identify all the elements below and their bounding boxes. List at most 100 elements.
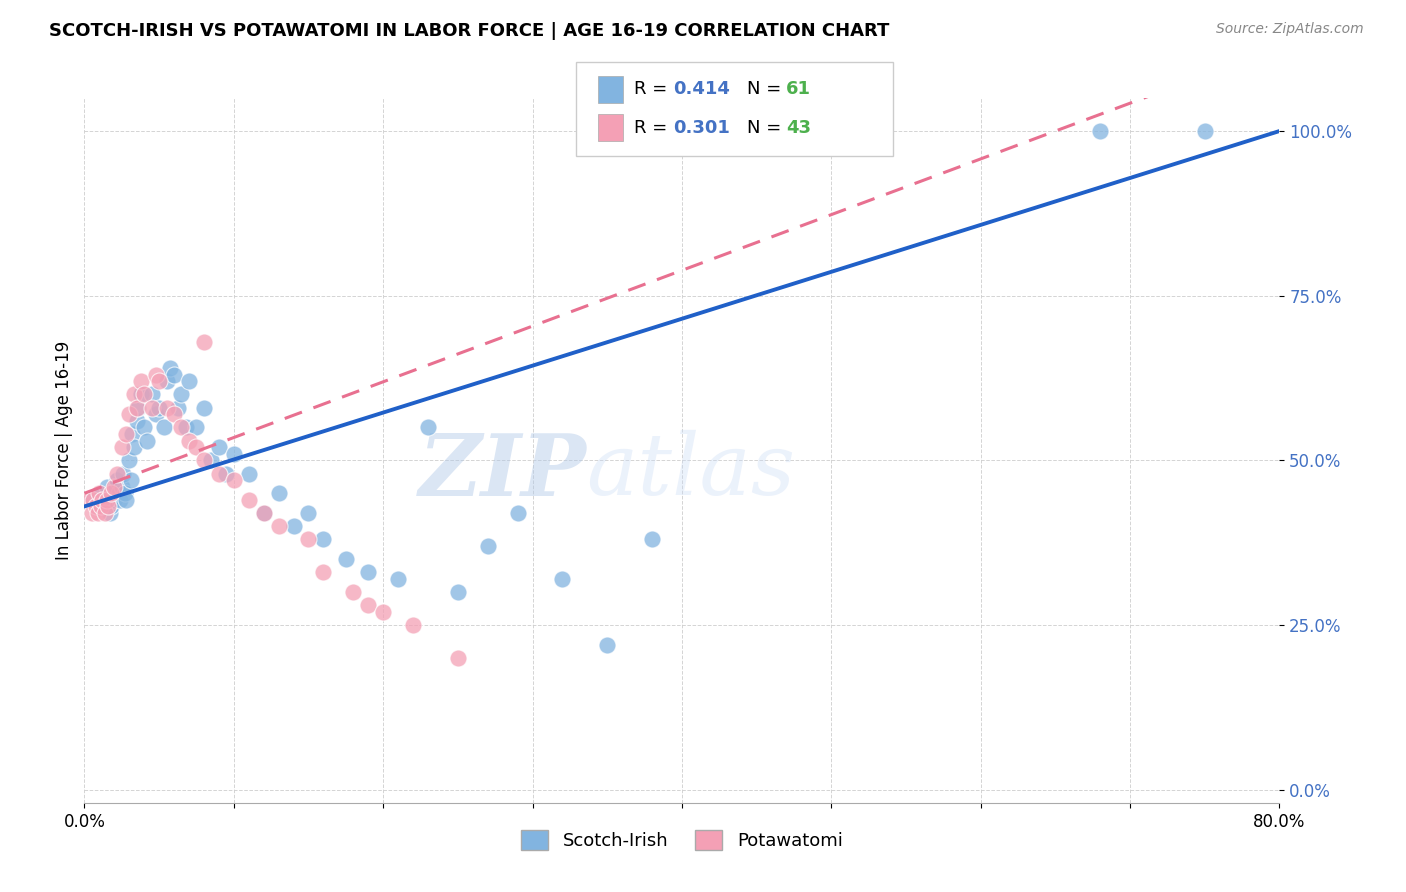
Point xyxy=(97,492,120,507)
Point xyxy=(297,506,319,520)
Text: 43: 43 xyxy=(786,119,811,136)
Point xyxy=(1090,124,1112,138)
Point xyxy=(283,519,305,533)
Point xyxy=(177,374,200,388)
Point xyxy=(447,585,470,599)
Point xyxy=(297,533,319,547)
Point xyxy=(373,605,395,619)
Point xyxy=(155,401,177,415)
Point xyxy=(122,387,145,401)
Point xyxy=(152,420,174,434)
Point xyxy=(596,638,619,652)
Point xyxy=(91,486,114,500)
Point xyxy=(238,492,260,507)
Point xyxy=(96,492,118,507)
Point xyxy=(148,401,170,415)
Point xyxy=(477,539,499,553)
Point xyxy=(222,473,245,487)
Point xyxy=(506,506,529,520)
Point xyxy=(167,401,190,415)
Point xyxy=(155,374,177,388)
Point xyxy=(148,374,170,388)
Text: atlas: atlas xyxy=(586,430,796,513)
Point xyxy=(447,651,470,665)
Point xyxy=(174,420,197,434)
Point xyxy=(186,440,208,454)
Point xyxy=(80,492,103,507)
Text: R =: R = xyxy=(634,119,673,136)
Point xyxy=(127,401,149,415)
Point xyxy=(208,467,231,481)
Text: 0.414: 0.414 xyxy=(673,80,730,98)
Text: SCOTCH-IRISH VS POTAWATOMI IN LABOR FORCE | AGE 16-19 CORRELATION CHART: SCOTCH-IRISH VS POTAWATOMI IN LABOR FORC… xyxy=(49,22,890,40)
Point xyxy=(145,368,167,382)
Point xyxy=(215,467,238,481)
Point xyxy=(335,552,357,566)
Point xyxy=(357,599,380,613)
Point xyxy=(208,440,231,454)
Point xyxy=(89,486,111,500)
Point xyxy=(238,467,260,481)
Point xyxy=(87,506,110,520)
Point xyxy=(163,407,186,421)
Point xyxy=(111,440,134,454)
Point xyxy=(110,492,132,507)
Text: R =: R = xyxy=(634,80,673,98)
Text: N =: N = xyxy=(747,80,786,98)
Point xyxy=(118,453,141,467)
Point xyxy=(80,506,103,520)
Text: Source: ZipAtlas.com: Source: ZipAtlas.com xyxy=(1216,22,1364,37)
Point xyxy=(132,420,156,434)
Point xyxy=(121,427,143,442)
Point xyxy=(641,533,664,547)
Point xyxy=(107,486,129,500)
Point xyxy=(551,572,574,586)
Point xyxy=(103,480,125,494)
Point xyxy=(82,492,104,507)
Point xyxy=(402,618,425,632)
Point xyxy=(96,480,118,494)
Text: 61: 61 xyxy=(786,80,811,98)
Point xyxy=(200,453,222,467)
Point xyxy=(416,420,439,434)
Point xyxy=(170,387,193,401)
Point xyxy=(91,492,114,507)
Text: ZIP: ZIP xyxy=(419,430,586,514)
Point xyxy=(129,374,152,388)
Point xyxy=(312,566,335,580)
Text: N =: N = xyxy=(747,119,786,136)
Point xyxy=(122,440,145,454)
Point xyxy=(387,572,409,586)
Point xyxy=(112,467,135,481)
Point xyxy=(89,500,111,514)
Point xyxy=(357,566,380,580)
Point xyxy=(125,414,148,428)
Point xyxy=(105,467,128,481)
Point xyxy=(170,420,193,434)
Point xyxy=(104,480,127,494)
Point xyxy=(125,401,148,415)
Point xyxy=(193,453,215,467)
Point xyxy=(163,368,186,382)
Point xyxy=(159,361,181,376)
Point xyxy=(115,492,138,507)
Point xyxy=(253,506,276,520)
Point xyxy=(115,427,138,442)
Point xyxy=(267,486,290,500)
Point xyxy=(136,434,159,448)
Point xyxy=(177,434,200,448)
Point xyxy=(186,420,208,434)
Point xyxy=(103,492,125,507)
Point xyxy=(114,486,136,500)
Point xyxy=(342,585,364,599)
Point xyxy=(97,500,120,514)
Point xyxy=(145,407,167,421)
Point xyxy=(94,506,117,520)
Point xyxy=(111,480,134,494)
Point xyxy=(105,473,128,487)
Point xyxy=(100,486,122,500)
Point xyxy=(101,486,124,500)
Point xyxy=(98,506,121,520)
Point xyxy=(129,387,152,401)
Point xyxy=(312,533,335,547)
